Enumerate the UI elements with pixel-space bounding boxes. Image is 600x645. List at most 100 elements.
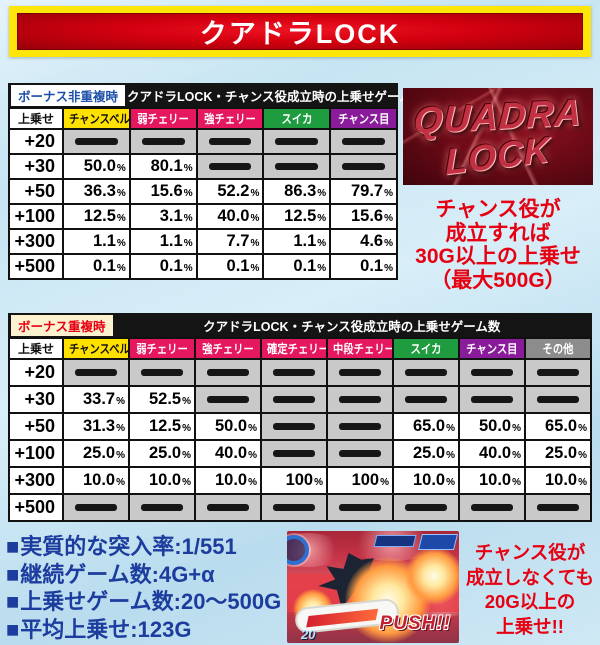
empty-cell: [524, 493, 592, 522]
dash-icon: [206, 369, 250, 376]
value-cell: 3.1%: [128, 203, 198, 230]
column-header: 強チェリー: [195, 107, 265, 130]
row-label: +100: [8, 203, 64, 230]
empty-cell: [260, 493, 328, 522]
row-label: +100: [8, 439, 64, 468]
value-cell: 33.7%: [62, 385, 130, 414]
dash-icon: [272, 504, 316, 511]
column-header: 中段チェリー: [326, 337, 394, 360]
value-cell: 15.6%: [128, 178, 198, 205]
table-row: +20: [8, 358, 592, 387]
value-cell: 12.5%: [62, 203, 131, 230]
value-cell: 50.0%: [458, 412, 526, 441]
value-cell: 31.3%: [62, 412, 130, 441]
value-cell: 7.7%: [195, 228, 265, 255]
value-cell: 15.6%: [329, 203, 398, 230]
dash-icon: [470, 504, 514, 511]
empty-cell: [326, 385, 394, 414]
value-cell: 12.5%: [128, 412, 196, 441]
dash-icon: [140, 504, 184, 511]
empty-cell: [194, 385, 262, 414]
note-line: チャンス役が: [435, 198, 561, 221]
value-cell: 4.6%: [329, 228, 398, 255]
value-cell: 10.0%: [128, 466, 196, 495]
empty-cell: [326, 493, 394, 522]
note-line: 成立すれば: [445, 221, 551, 245]
table2-titlebar: ボーナス重複時 クアドラLOCK・チャンス役成立時の上乗せゲーム数: [8, 313, 592, 337]
table-row: +100 12.5% 3.1% 40.0% 12.5% 15.6%: [8, 203, 398, 230]
stat-line-average-addon: ■平均上乗せ:123G: [6, 616, 281, 644]
table-row: +100 25.0% 25.0% 40.0% 25.0% 40.0% 25.0%: [8, 439, 592, 468]
row-label: +20: [8, 358, 64, 387]
dash-icon: [338, 450, 382, 457]
column-header: チャンス目: [458, 337, 526, 360]
value-cell: 50.0%: [62, 153, 131, 180]
value-cell: 0.1%: [329, 253, 398, 280]
empty-cell: [524, 358, 592, 387]
table2-title: クアドラLOCK・チャンス役成立時の上乗せゲーム数: [203, 319, 501, 334]
empty-cell: [62, 493, 130, 522]
bonus-overlap-section: ボーナス重複時 クアドラLOCK・チャンス役成立時の上乗せゲーム数 上乗せ チャ…: [8, 313, 592, 522]
row-label: +30: [8, 385, 64, 414]
column-header: 弱チェリー: [128, 337, 196, 360]
gauge-icon: [287, 535, 309, 565]
dash-icon: [338, 423, 382, 430]
table-row: +30 33.7% 52.5%: [8, 385, 592, 414]
empty-cell: [194, 493, 262, 522]
table1-title: クアドラLOCK・チャンス役成立時の上乗せゲーム数: [127, 89, 425, 104]
bullet-icon: ■: [6, 589, 20, 614]
value-cell: 65.0%: [392, 412, 460, 441]
table2-header: 上乗せ チャンスベル 弱チェリー 強チェリー 確定チェリー 中段チェリー スイカ チャンス目…: [8, 337, 592, 360]
dash-icon: [74, 504, 118, 511]
empty-cell: [392, 385, 460, 414]
value-cell: 25.0%: [62, 439, 130, 468]
dash-icon: [74, 369, 118, 376]
table1-body: +20 +30 50.0% 80.1% +50 36.3% 15.6% 52.2% 86.3% 7…: [8, 128, 398, 280]
stat-line-addon-range: ■上乗せゲーム数:20～500G: [6, 588, 281, 616]
empty-cell: [194, 358, 262, 387]
empty-cell: [329, 153, 398, 180]
chance-note-top: チャンス役が 成立すれば 30G以上の上乗せ （最大500G）: [396, 198, 600, 292]
dash-icon: [206, 504, 250, 511]
note-line: （最大500G）: [430, 268, 566, 292]
note-line: 20G以上の: [484, 591, 576, 612]
column-header: 強チェリー: [194, 337, 262, 360]
dash-icon: [404, 504, 448, 511]
dash-icon: [275, 163, 319, 170]
value-cell: 0.1%: [262, 253, 332, 280]
value-cell: 25.0%: [524, 439, 592, 468]
row-label: +300: [8, 466, 64, 495]
empty-cell: [260, 412, 328, 441]
empty-cell: [458, 493, 526, 522]
table1-condition-tag: ボーナス非重複時: [11, 84, 126, 106]
stat-text: 実質的な突入率:1/551: [20, 534, 237, 559]
table-row: +500: [8, 493, 592, 522]
dash-icon: [206, 396, 250, 403]
empty-cell: [260, 439, 328, 468]
value-cell: 0.1%: [62, 253, 131, 280]
table2-corner-header: 上乗せ: [8, 337, 64, 360]
dash-icon: [75, 138, 118, 145]
value-cell: 0.1%: [195, 253, 265, 280]
row-label: +30: [8, 153, 64, 180]
game-screenshot: PUSH!! 20: [287, 531, 459, 643]
table1-header-row: 上乗せ チャンスベル 弱チェリー 強チェリー スイカ チャンス目: [8, 107, 398, 130]
empty-cell: [392, 358, 460, 387]
empty-cell: [195, 128, 265, 155]
empty-cell: [326, 439, 394, 468]
quadra-lock-logo-image: QUADRA LOCK: [403, 88, 593, 185]
dash-icon: [272, 369, 316, 376]
empty-cell: [326, 412, 394, 441]
column-header: 弱チェリー: [128, 107, 198, 130]
dash-icon: [342, 138, 385, 145]
dash-icon: [470, 396, 514, 403]
table1-titlebar: ボーナス非重複時 クアドラLOCK・チャンス役成立時の上乗せゲーム数: [8, 83, 424, 107]
empty-cell: [326, 358, 394, 387]
table1-header: 上乗せ チャンスベル 弱チェリー 強チェリー スイカ チャンス目: [8, 107, 398, 130]
dash-icon: [536, 396, 580, 403]
note-line: 上乗せ!!: [496, 615, 564, 637]
row-label: +500: [8, 253, 64, 280]
value-cell: 10.0%: [458, 466, 526, 495]
empty-cell: [128, 493, 196, 522]
empty-cell: [128, 128, 198, 155]
